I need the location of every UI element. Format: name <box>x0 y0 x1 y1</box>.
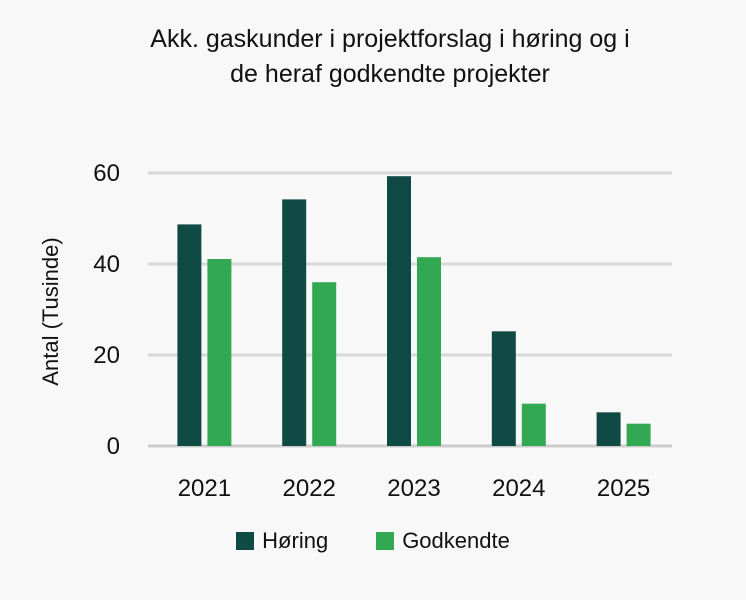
bar-h-ring-2024 <box>491 331 516 446</box>
y-axis-label: Antal (Tusinde) <box>38 237 63 385</box>
bar-godkendte-2024 <box>521 403 546 446</box>
bar-h-ring-2022 <box>282 199 307 446</box>
x-tick-label: 2021 <box>178 475 231 502</box>
x-tick-label: 2024 <box>492 475 545 502</box>
x-tick-label: 2022 <box>283 475 336 502</box>
y-tick-label: 0 <box>107 433 120 460</box>
legend-swatch-godkendte <box>376 532 395 550</box>
bar-godkendte-2021 <box>207 258 232 446</box>
chart-title: Akk. gaskunder i projektforslag i høring… <box>60 22 720 92</box>
bar-godkendte-2025 <box>626 423 651 446</box>
x-tick-label: 2025 <box>597 475 650 502</box>
chart-title-line-1: Akk. gaskunder i projektforslag i høring… <box>150 25 630 53</box>
y-tick-label: 20 <box>93 342 120 369</box>
bar-godkendte-2022 <box>312 282 337 446</box>
bar-h-ring-2025 <box>596 412 621 446</box>
legend-swatch-horing <box>236 532 255 550</box>
y-tick-label: 60 <box>93 160 120 187</box>
chart-title-line-2: de heraf godkendte projekter <box>230 60 550 88</box>
legend-item-horing: Høring <box>236 528 328 554</box>
y-tick-label: 40 <box>93 251 120 278</box>
legend-label-godkendte: Godkendte <box>402 528 510 553</box>
chart-legend: Høring Godkendte <box>0 528 746 554</box>
x-tick-label: 2023 <box>387 475 440 502</box>
legend-item-godkendte: Godkendte <box>376 528 510 554</box>
bar-h-ring-2023 <box>387 176 411 446</box>
legend-label-horing: Høring <box>262 528 329 553</box>
bar-h-ring-2021 <box>177 224 202 446</box>
bar-godkendte-2023 <box>417 257 441 446</box>
